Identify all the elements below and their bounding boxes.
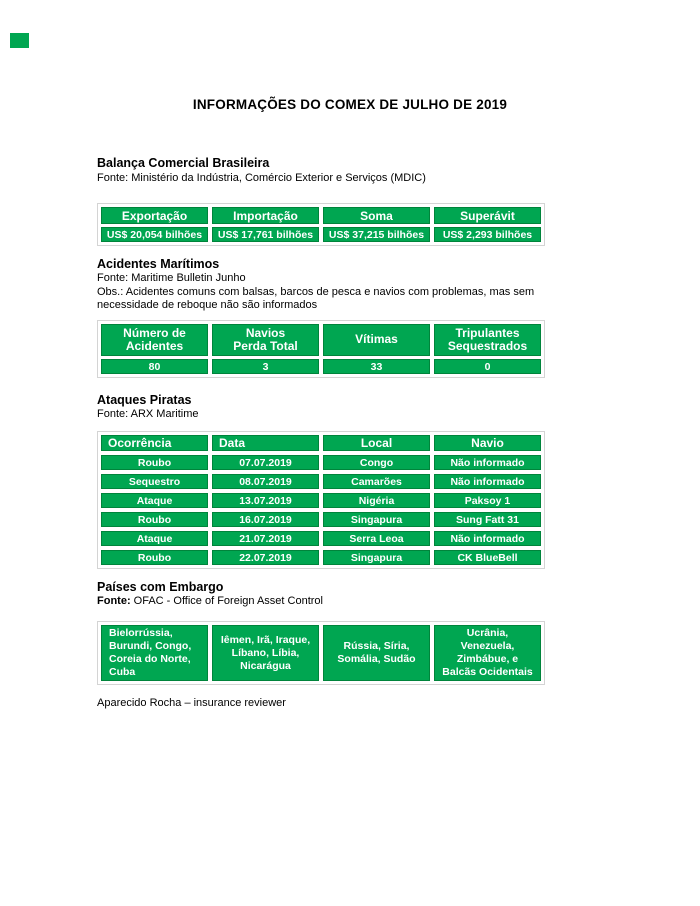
- table-header-cell: Tripulantes Sequestrados: [434, 324, 541, 356]
- table-cell: Camarões: [323, 474, 430, 489]
- table-cell: Singapura: [323, 550, 430, 565]
- source-label: Fonte:: [97, 595, 131, 607]
- table-header-cell: Data: [212, 435, 319, 451]
- table-cell: Rússia, Síria, Somália, Sudão: [323, 625, 430, 681]
- table-cell: Paksoy 1: [434, 493, 541, 508]
- table-cell: Iêmen, Irã, Iraque, Líbano, Líbia, Nicar…: [212, 625, 319, 681]
- table-cell: 22.07.2019: [212, 550, 319, 565]
- table-header-cell: Local: [323, 435, 430, 451]
- trade-balance-table: Exportação Importação Soma Superávit US$…: [97, 203, 545, 246]
- table-cell: Não informado: [434, 455, 541, 470]
- table-cell: US$ 17,761 bilhões: [212, 227, 319, 242]
- page-title: INFORMAÇÕES DO COMEX DE JULHO DE 2019: [192, 97, 508, 112]
- table-header-cell: Soma: [323, 207, 430, 224]
- table-cell: Não informado: [434, 531, 541, 546]
- section-heading-balanca: Balança Comercial Brasileira: [97, 156, 270, 170]
- pirate-attacks-table: Ocorrência Data Local Navio Roubo 07.07.…: [97, 431, 545, 569]
- table-cell: CK BlueBell: [434, 550, 541, 565]
- table-header-cell: Vítimas: [323, 324, 430, 356]
- table-cell: Bielorrússia, Burundi, Congo, Coreia do …: [101, 625, 208, 681]
- table-cell: 13.07.2019: [212, 493, 319, 508]
- table-cell: Não informado: [434, 474, 541, 489]
- table-cell: Roubo: [101, 550, 208, 565]
- author-line: Aparecido Rocha – insurance reviewer: [97, 697, 286, 709]
- table-cell: 3: [212, 359, 319, 374]
- table-cell: Congo: [323, 455, 430, 470]
- table-header-cell: Número de Acidentes: [101, 324, 208, 356]
- table-header-cell: Importação: [212, 207, 319, 224]
- source-line-embargo: Fonte: OFAC - Office of Foreign Asset Co…: [97, 595, 323, 607]
- logo-mark: [10, 33, 29, 48]
- table-header-cell: Navio: [434, 435, 541, 451]
- accidents-table: Número de Acidentes Navios Perda Total V…: [97, 320, 545, 378]
- table-cell: Singapura: [323, 512, 430, 527]
- note-line: necessidade de reboque não são informado…: [97, 299, 318, 311]
- table-header-cell: Navios Perda Total: [212, 324, 319, 356]
- table-cell: Ataque: [101, 531, 208, 546]
- table-cell: Sequestro: [101, 474, 208, 489]
- table-cell: Roubo: [101, 512, 208, 527]
- table-cell: 33: [323, 359, 430, 374]
- table-cell: Roubo: [101, 455, 208, 470]
- table-cell: 21.07.2019: [212, 531, 319, 546]
- source-line-balanca: Fonte: Ministério da Indústria, Comércio…: [97, 172, 426, 184]
- section-heading-acidentes: Acidentes Marítimos: [97, 257, 220, 271]
- table-header-cell: Ocorrência: [101, 435, 208, 451]
- table-cell: 16.07.2019: [212, 512, 319, 527]
- table-cell: US$ 2,293 bilhões: [434, 227, 541, 242]
- table-cell: Ataque: [101, 493, 208, 508]
- source-line-piratas: Fonte: ARX Maritime: [97, 408, 199, 420]
- table-cell: US$ 20,054 bilhões: [101, 227, 208, 242]
- table-cell: Sung Fatt 31: [434, 512, 541, 527]
- section-heading-embargo: Países com Embargo: [97, 580, 224, 594]
- embargo-table: Bielorrússia, Burundi, Congo, Coreia do …: [97, 621, 545, 685]
- source-line-acidentes: Fonte: Maritime Bulletin Junho: [97, 272, 246, 284]
- table-cell: Serra Leoa: [323, 531, 430, 546]
- table-header-cell: Exportação: [101, 207, 208, 224]
- table-cell: 08.07.2019: [212, 474, 319, 489]
- section-heading-piratas: Ataques Piratas: [97, 393, 192, 407]
- table-cell: Nigéria: [323, 493, 430, 508]
- table-cell: US$ 37,215 bilhões: [323, 227, 430, 242]
- source-text: OFAC - Office of Foreign Asset Control: [130, 595, 323, 607]
- table-cell: Ucrânia, Venezuela, Zimbábue, e Balcãs O…: [434, 625, 541, 681]
- table-cell: 0: [434, 359, 541, 374]
- table-cell: 07.07.2019: [212, 455, 319, 470]
- note-line: Obs.: Acidentes comuns com balsas, barco…: [97, 286, 535, 298]
- table-header-cell: Superávit: [434, 207, 541, 224]
- table-cell: 80: [101, 359, 208, 374]
